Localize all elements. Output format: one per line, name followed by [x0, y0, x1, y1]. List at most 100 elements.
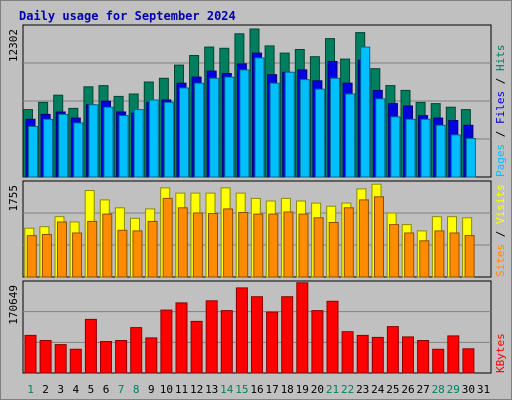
- bar-sites-8: [132, 230, 143, 278]
- bar-pages-24: [375, 98, 386, 178]
- bar-kbytes-8: [130, 327, 143, 374]
- bar-pages-26: [405, 118, 416, 178]
- bar-pages-16: [254, 57, 265, 178]
- bar-sites-7: [117, 229, 128, 278]
- bar-pages-6: [103, 106, 114, 178]
- bar-kbytes-26: [402, 336, 414, 374]
- bar-sites-21: [328, 222, 339, 278]
- bar-pages-7: [118, 115, 129, 178]
- bar-sites-10: [162, 197, 173, 278]
- x-tick-label: 28: [432, 383, 445, 396]
- bar-sites-13: [208, 213, 218, 278]
- bar-kbytes-3: [54, 344, 67, 374]
- x-tick-label: 29: [447, 383, 460, 396]
- bar-kbytes-15: [235, 287, 248, 374]
- bar-pages-28: [435, 124, 446, 178]
- legend-files: Files: [494, 91, 507, 124]
- bar-kbytes-7: [115, 340, 128, 374]
- x-axis: 1 2 3 4 5 6 7 8 9 10 11 12 13 14 15 16 17 18 19 20 21 22 23 24 2…: [27, 383, 490, 396]
- x-tick-label: 21: [326, 383, 339, 396]
- bar-sites-24: [374, 196, 384, 278]
- bar-kbytes-25: [386, 326, 399, 374]
- panel-2: 1755 Sites / Visits: [7, 180, 507, 278]
- bar-sites-6: [102, 213, 113, 278]
- x-tick-label: 11: [175, 383, 188, 396]
- x-tick-label: 10: [160, 383, 173, 396]
- bar-pages-29: [450, 134, 461, 178]
- x-tick-label: 30: [462, 383, 475, 396]
- x-tick-label: 6: [103, 383, 110, 396]
- bar-pages-8: [133, 109, 144, 178]
- panel-1: 12302 Pages / Files / Hits: [7, 24, 507, 178]
- bar-sites-15: [238, 212, 249, 278]
- x-tick-label: 13: [205, 383, 218, 396]
- bar-sites-17: [268, 213, 279, 278]
- bar-pages-4: [73, 122, 84, 178]
- bar-sites-29: [449, 232, 460, 278]
- bar-sites-25: [389, 224, 400, 278]
- bar-kbytes-14: [220, 310, 233, 374]
- bar-pages-14: [224, 76, 235, 178]
- bar-pages-11: [179, 87, 189, 178]
- legend-kbytes: KBytes: [494, 333, 507, 373]
- bar-sites-22: [343, 207, 354, 278]
- bar-sites-9: [147, 220, 158, 278]
- bar-sites-11: [177, 207, 188, 278]
- x-tick-label: 12: [190, 383, 203, 396]
- bar-kbytes-23: [356, 334, 369, 374]
- y-max-label: 1755: [7, 185, 20, 212]
- legend: KBytes: [494, 333, 507, 373]
- bar-kbytes-9: [145, 337, 158, 374]
- bar-kbytes-17: [266, 311, 279, 374]
- y-max-label: 170649: [7, 285, 20, 325]
- bar-kbytes-11: [175, 302, 188, 374]
- bar-kbytes-28: [432, 348, 445, 374]
- bar-kbytes-19: [296, 282, 309, 374]
- x-tick-label: 27: [416, 383, 429, 396]
- bar-pages-13: [209, 77, 220, 178]
- x-tick-label: 7: [118, 383, 125, 396]
- legend: Pages / Files / Hits: [494, 45, 507, 178]
- bar-kbytes-16: [251, 296, 263, 374]
- bar-pages-19: [299, 79, 310, 178]
- x-tick-label: 22: [341, 383, 354, 396]
- bar-sites-4: [72, 232, 83, 278]
- x-tick-label: 23: [356, 383, 369, 396]
- bar-pages-18: [284, 71, 295, 178]
- bar-pages-17: [269, 82, 280, 178]
- bar-sites-5: [87, 220, 98, 278]
- x-tick-label: 4: [72, 383, 79, 396]
- bar-sites-16: [253, 213, 264, 278]
- bar-sites-28: [434, 230, 445, 278]
- bar-sites-18: [283, 211, 294, 278]
- bar-kbytes-30: [462, 348, 475, 374]
- panel-3: 170649 KBytes: [7, 280, 507, 374]
- bar-kbytes-4: [69, 348, 82, 374]
- bar-sites-1: [26, 235, 37, 278]
- bar-sites-2: [41, 234, 52, 278]
- x-tick-label: 2: [42, 383, 49, 396]
- bar-pages-21: [330, 77, 340, 178]
- x-tick-label: 5: [88, 383, 95, 396]
- bar-pages-2: [43, 118, 54, 178]
- chart-title: Daily usage for September 2024: [19, 9, 236, 23]
- bar-pages-12: [194, 82, 205, 178]
- bar-pages-10: [163, 101, 174, 178]
- bar-pages-9: [148, 99, 159, 178]
- bar-sites-12: [192, 212, 203, 278]
- legend-sites: Sites: [494, 244, 507, 277]
- bar-kbytes-10: [160, 309, 173, 374]
- bar-sites-30: [464, 235, 475, 278]
- bar-kbytes-27: [417, 340, 430, 374]
- y-max-label: 12302: [7, 29, 20, 62]
- bar-kbytes-6: [100, 341, 112, 374]
- bar-pages-1: [28, 126, 38, 178]
- bar-kbytes-18: [281, 296, 294, 374]
- bar-sites-23: [358, 199, 369, 278]
- bar-pages-3: [58, 113, 69, 178]
- bar-kbytes-1: [24, 334, 37, 374]
- x-tick-label: 25: [386, 383, 399, 396]
- bar-kbytes-5: [84, 318, 97, 374]
- x-tick-label: 8: [133, 383, 140, 396]
